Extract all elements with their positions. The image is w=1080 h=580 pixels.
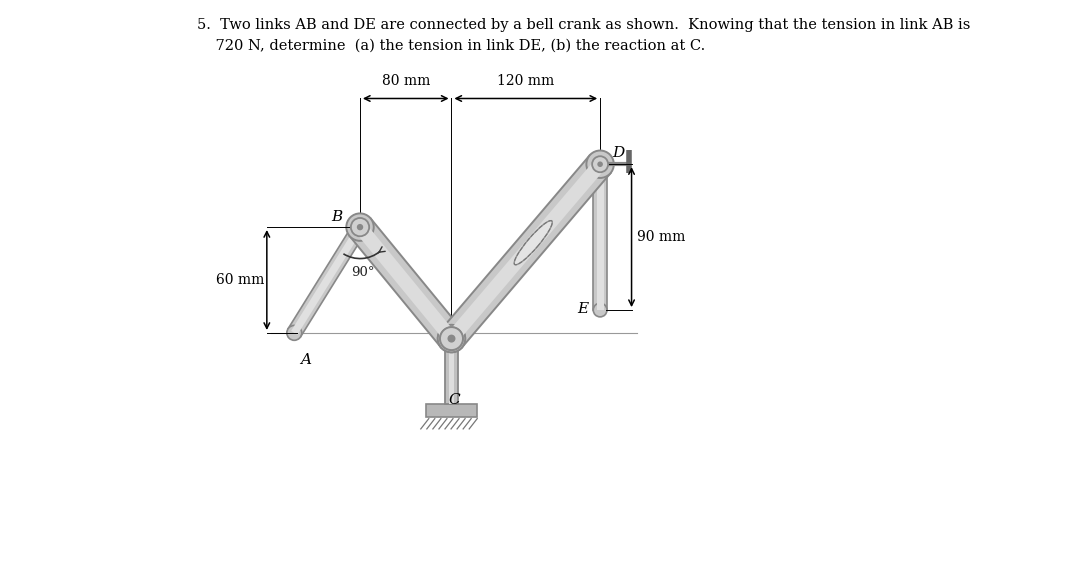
Bar [426,404,477,417]
Text: 5.  Two links AB and DE are connected by a bell crank as shown.  Knowing that th: 5. Two links AB and DE are connected by … [197,19,971,32]
Circle shape [287,325,301,340]
Text: 80 mm: 80 mm [381,74,430,88]
Text: 90 mm: 90 mm [637,230,686,244]
Circle shape [592,156,608,172]
Polygon shape [292,225,363,335]
Text: 720 N, determine  (a) the tension in link DE, (b) the reaction at C.: 720 N, determine (a) the tension in link… [197,38,705,52]
Circle shape [437,325,465,352]
Circle shape [597,161,603,167]
Bar [449,342,454,404]
Circle shape [352,220,367,234]
Polygon shape [446,160,605,343]
Polygon shape [350,219,462,347]
Circle shape [593,303,607,317]
Bar [445,342,458,404]
Polygon shape [288,223,366,337]
Circle shape [447,335,456,343]
Circle shape [351,218,369,236]
Text: 90°: 90° [351,266,375,279]
Text: E: E [578,302,589,316]
Text: 120 mm: 120 mm [497,74,554,88]
Circle shape [440,327,463,350]
Polygon shape [593,164,607,310]
Polygon shape [441,155,610,347]
Text: C: C [448,393,460,407]
Circle shape [347,213,374,241]
Polygon shape [596,164,604,310]
Text: A: A [300,353,311,367]
Text: 60 mm: 60 mm [216,273,264,287]
Text: B: B [332,211,342,224]
Text: D: D [612,146,625,160]
Circle shape [586,151,613,178]
Ellipse shape [514,220,552,264]
Circle shape [356,224,363,230]
Circle shape [593,157,607,171]
Circle shape [437,325,465,352]
Polygon shape [354,223,457,343]
Circle shape [440,327,463,350]
Circle shape [447,335,456,343]
